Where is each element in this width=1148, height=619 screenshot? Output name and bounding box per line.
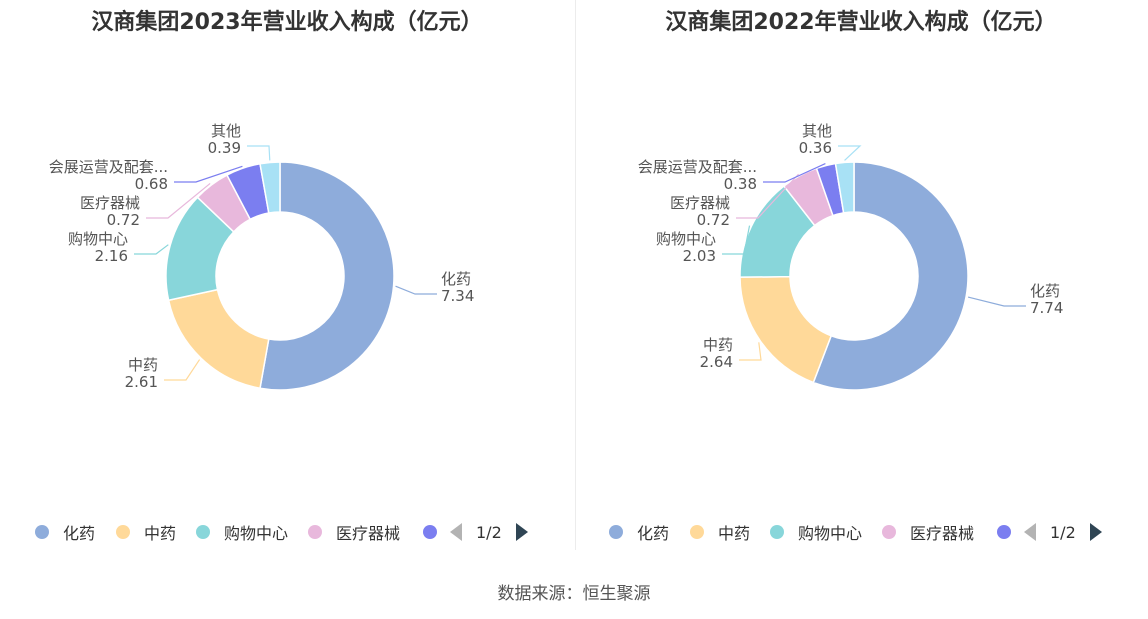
donut-slice[interactable] (739, 275, 833, 384)
legend-label: 化药 (637, 524, 670, 543)
legend-pager: 1/2 (1024, 519, 1102, 545)
leader-line (164, 359, 201, 381)
legend: 化药 中药 购物中心 医疗器械 1/2 (574, 519, 1148, 545)
legend-label: 购物中心 (224, 524, 289, 543)
chart-panel-2023: 汉商集团2023年营业收入构成（亿元） 化药 7.34 中药 2.61 购物中心 2.16… (0, 0, 574, 550)
slice-label: 购物中心 (68, 230, 128, 248)
donut-slice[interactable] (834, 161, 855, 214)
legend-dot-icon (882, 525, 896, 539)
slice-label: 其他 (802, 122, 832, 140)
donut-slice[interactable] (259, 161, 395, 391)
slice-value-label: 0.72 (697, 211, 730, 229)
legend-label: 中药 (718, 524, 751, 543)
legend-next-arrow-icon[interactable] (515, 523, 528, 541)
slice-value-label: 0.36 (799, 139, 832, 157)
legend-page-indicator: 1/2 (476, 522, 502, 542)
legend-item[interactable]: 中药 (116, 519, 176, 545)
legend-dot-icon[interactable] (997, 525, 1011, 539)
panel-divider (575, 0, 576, 550)
leader-line (247, 145, 271, 161)
legend-dot-icon (770, 525, 784, 539)
donut-slice[interactable] (167, 288, 270, 390)
slice-value-label: 7.34 (441, 287, 474, 305)
slice-label: 医疗器械 (80, 194, 140, 212)
legend-item[interactable]: 医疗器械 (882, 519, 974, 545)
legend-prev-arrow-icon[interactable] (450, 523, 462, 541)
slice-value-label: 2.64 (700, 353, 733, 371)
legend: 化药 中药 购物中心 医疗器械 1/2 (0, 519, 574, 545)
slice-label: 会展运营及配套... (49, 158, 168, 176)
chart-title: 汉商集团2023年营业收入构成（亿元） (91, 10, 483, 35)
legend-label: 医疗器械 (336, 524, 401, 543)
legend-item[interactable]: 购物中心 (770, 519, 862, 545)
legend-dot-icon (609, 525, 623, 539)
legend-dot-icon (196, 525, 210, 539)
legend-item[interactable]: 化药 (35, 519, 95, 545)
legend-item[interactable]: 化药 (609, 519, 669, 545)
legend-label: 中药 (144, 524, 177, 543)
slice-label: 医疗器械 (670, 194, 730, 212)
legend-dot-icon (116, 525, 130, 539)
leader-line (838, 145, 862, 161)
leader-line (722, 225, 751, 255)
leader-line (967, 296, 1026, 307)
slice-label: 化药 (1030, 282, 1060, 300)
slice-value-label: 2.03 (683, 247, 716, 265)
slice-label: 购物中心 (656, 230, 716, 248)
legend-pager: 1/2 (450, 519, 528, 545)
legend-dot-icon (690, 525, 704, 539)
legend-label: 医疗器械 (910, 524, 975, 543)
donut-chart-2022: 化药7.74中药2.64购物中心2.03医疗器械0.72会展运营及配套...0.… (638, 122, 1063, 391)
chart-title: 汉商集团2022年营业收入构成（亿元） (665, 10, 1057, 35)
leader-line (736, 173, 799, 219)
legend-dot-icon (308, 525, 322, 539)
slice-value-label: 2.61 (125, 373, 158, 391)
donut-chart-2023: 化药7.34中药2.61购物中心2.16医疗器械0.72会展运营及配套...0.… (49, 122, 475, 391)
slice-label: 其他 (211, 122, 241, 140)
chart-panel-2022: 汉商集团2022年营业收入构成（亿元） 化药 7.74 中药 2.64 购物中心 2.03… (574, 0, 1148, 550)
legend-page-indicator: 1/2 (1050, 522, 1076, 542)
legend-dot-icon[interactable] (423, 525, 437, 539)
slice-value-label: 0.38 (724, 175, 757, 193)
leader-line (146, 182, 211, 219)
slice-value-label: 0.72 (107, 211, 140, 229)
legend-label: 购物中心 (798, 524, 863, 543)
leader-line (395, 285, 437, 295)
leader-line (763, 163, 826, 183)
slice-label: 中药 (703, 336, 733, 354)
slice-value-label: 7.74 (1030, 299, 1063, 317)
legend-next-arrow-icon[interactable] (1089, 523, 1102, 541)
slice-label: 化药 (441, 270, 471, 288)
slice-value-label: 0.39 (208, 139, 241, 157)
slice-label: 会展运营及配套... (638, 158, 757, 176)
legend-item[interactable]: 医疗器械 (308, 519, 400, 545)
leader-line (174, 165, 243, 183)
leader-line (739, 342, 762, 361)
donut-slice[interactable] (812, 161, 969, 391)
slice-value-label: 0.68 (135, 175, 168, 193)
donut-slice[interactable] (259, 161, 281, 214)
legend-item[interactable]: 中药 (690, 519, 750, 545)
legend-item[interactable]: 购物中心 (196, 519, 288, 545)
slice-value-label: 2.16 (95, 247, 128, 265)
legend-dot-icon (35, 525, 49, 539)
data-source-note: 数据来源：恒生聚源 (497, 584, 651, 604)
slice-label: 中药 (128, 356, 158, 374)
legend-prev-arrow-icon[interactable] (1024, 523, 1036, 541)
legend-label: 化药 (63, 524, 96, 543)
leader-line (134, 244, 169, 255)
